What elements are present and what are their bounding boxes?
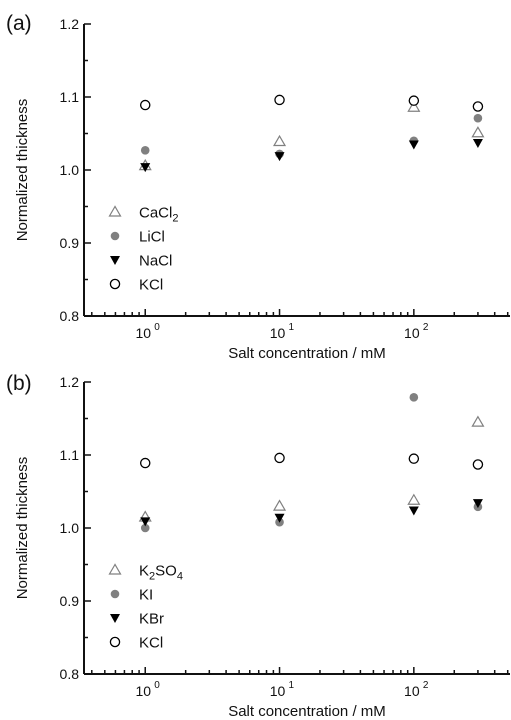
legend-marker — [108, 563, 122, 575]
data-point — [407, 493, 421, 505]
x-tick-exponent: 1 — [289, 680, 295, 691]
x-axis-label: Salt concentration / mM — [228, 345, 386, 362]
legend-marker — [110, 614, 120, 623]
data-point — [140, 163, 151, 173]
series-licl — [140, 113, 483, 159]
series-kcl — [139, 94, 484, 112]
y-tick-label: 1.0 — [60, 162, 80, 178]
data-point — [471, 415, 485, 427]
y-tick-label: 1.1 — [60, 447, 80, 463]
legend-marker — [110, 256, 120, 265]
data-point — [140, 517, 151, 527]
x-tick-label: 10 — [404, 683, 420, 699]
data-point — [139, 457, 151, 469]
data-point — [408, 506, 419, 516]
y-axis-label: Normalized thickness — [14, 457, 31, 600]
y-tick-label: 0.8 — [60, 308, 80, 324]
series-cacl2 — [138, 100, 485, 171]
y-tick-label: 0.9 — [60, 593, 80, 609]
y-tick-label: 1.0 — [60, 520, 80, 536]
legend-label: KCl — [139, 635, 163, 652]
y-axis-label: Normalized thickness — [14, 99, 31, 242]
data-point — [473, 113, 483, 123]
legend-label: K2SO4 — [139, 563, 183, 583]
series-ki — [140, 393, 483, 533]
data-point — [408, 453, 420, 464]
x-tick-exponent: 0 — [154, 680, 160, 691]
legend-marker — [108, 205, 122, 217]
legend-marker — [110, 231, 120, 241]
data-point — [472, 101, 484, 112]
data-point — [272, 134, 287, 147]
data-point — [140, 523, 150, 533]
x-tick-label: 10 — [135, 325, 151, 341]
data-point — [472, 138, 483, 148]
x-tick-label: 10 — [270, 325, 286, 341]
y-tick-label: 1.1 — [60, 89, 80, 105]
y-tick-label: 1.2 — [60, 374, 80, 390]
panel-label: (b) — [6, 372, 32, 395]
legend-marker — [110, 589, 120, 599]
x-tick-exponent: 1 — [289, 322, 295, 333]
legend-label: NaCl — [139, 253, 172, 270]
legend-label: KBr — [139, 611, 164, 628]
data-point — [409, 393, 419, 402]
legend-marker — [109, 636, 121, 648]
panel-label: (a) — [6, 12, 32, 35]
series-k2so4 — [138, 415, 485, 522]
x-axis-label: Salt concentration / mM — [228, 703, 386, 720]
data-point — [472, 499, 483, 509]
legend-marker — [109, 278, 121, 290]
series-kcl — [139, 452, 484, 470]
x-tick-exponent: 0 — [154, 322, 160, 333]
data-point — [272, 499, 287, 511]
data-point — [408, 140, 419, 150]
legend-label: KCl — [139, 277, 163, 294]
x-tick-exponent: 2 — [423, 680, 429, 691]
data-point — [274, 94, 285, 106]
data-point — [472, 459, 484, 470]
x-tick-exponent: 2 — [423, 322, 429, 333]
legend-label: LiCl — [139, 229, 165, 246]
x-tick-label: 10 — [135, 683, 151, 699]
series-kbr — [140, 499, 483, 527]
data-point — [140, 145, 150, 155]
data-point — [274, 152, 285, 162]
data-point — [274, 452, 285, 464]
data-point — [139, 99, 151, 111]
legend-label: CaCl2 — [139, 205, 178, 225]
data-point — [471, 126, 485, 138]
y-tick-label: 0.8 — [60, 666, 80, 682]
x-tick-label: 10 — [404, 325, 420, 341]
series-nacl — [140, 138, 483, 173]
data-point — [274, 513, 285, 523]
y-tick-label: 0.9 — [60, 235, 80, 251]
y-tick-label: 1.2 — [60, 16, 80, 32]
x-tick-label: 10 — [270, 683, 286, 699]
data-point — [408, 95, 420, 106]
legend-label: KI — [139, 587, 153, 604]
data-point — [407, 100, 421, 112]
